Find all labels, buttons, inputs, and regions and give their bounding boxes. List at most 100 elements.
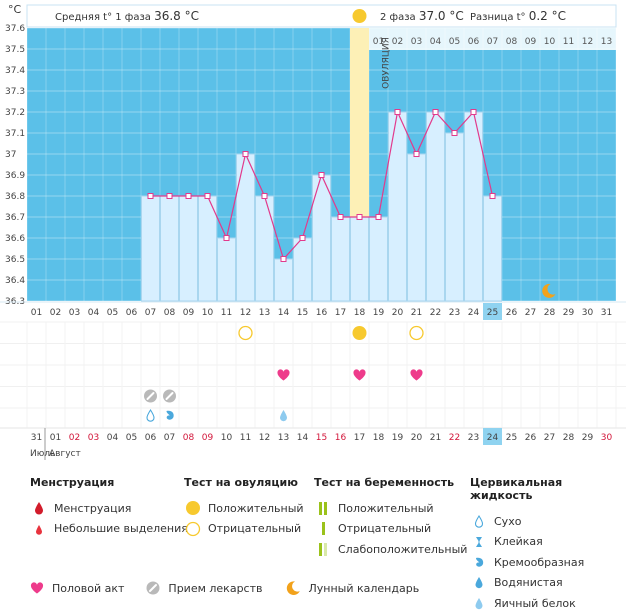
legend-menstruation-title: Менструация [30,476,115,489]
cycle-day-label: 06 [126,308,138,318]
y-tick-label: 36.6 [5,234,25,244]
phase2-day-cell [597,28,616,50]
phase2-day-label: 02 [392,37,403,47]
cycle-day-label: 07 [145,308,156,318]
legend-label: Прием лекарств [168,581,263,595]
watery-icon [470,576,488,589]
cycle-day-label: 02 [50,308,61,318]
creamy-icon [470,556,488,568]
temperature-bar [141,195,160,302]
temperature-point [204,193,211,199]
temperature-point [242,151,249,157]
temperature-bar [236,153,255,302]
calendar-date-label: 02 [69,433,80,443]
legend-label: Сухо [494,514,522,528]
temperature-bar [274,258,293,302]
cycle-day-label: 14 [278,308,290,318]
legend-item-pregnancy-positive: Положительный [314,498,467,519]
calendar-date-label: 27 [544,433,555,443]
calendar-date-label: 08 [183,433,195,443]
legend-item-ovulation-negative: Отрицательный [184,519,304,540]
calendar-date-label: 17 [354,433,365,443]
y-axis-unit: °C [8,3,22,16]
calendar-date-label: 24 [487,433,499,443]
temperature-point [280,256,287,262]
month-label-prev: Июль [30,449,55,459]
legend-item-spotting: Небольшие выделения [30,519,188,540]
month-label-current: Август [49,449,81,459]
calendar-date-label: 06 [145,433,157,443]
cycle-day-label: 29 [563,308,575,318]
legend-item-watery: Водянистая [470,573,626,594]
temperature-bar [255,195,274,302]
cycle-day-label: 15 [297,308,308,318]
cycle-day-label: 27 [525,308,536,318]
calendar-date-label: 12 [259,433,270,443]
temperature-point [223,235,230,241]
double-bar-icon [314,501,332,515]
cycle-day-label: 30 [582,308,594,318]
calendar-date-label: 25 [506,433,517,443]
temperature-bar [407,153,426,302]
temperature-bar [483,195,502,302]
phase1-average: Средняя t° 1 фаза 36.8 °C [55,9,199,23]
calendar-date-label: 15 [316,433,327,443]
phase2-day-label: 01 [373,37,384,47]
phase2-day-label: 12 [582,37,593,47]
legend-item-pregnancy-negative: Отрицательный [314,519,467,540]
y-tick-label: 36.8 [5,192,25,202]
phase2-day-label: 10 [544,37,556,47]
cycle-day-label: 21 [411,308,422,318]
temperature-point [147,193,154,199]
moon-icon [286,581,300,595]
legend-label: Положительный [208,501,304,515]
legend-pregnancy-test: Тест на беременность Положительный Отриц… [314,476,467,560]
cycle-day-label: 12 [240,308,251,318]
y-tick-label: 36.5 [5,255,25,265]
phase2-day-cell [540,28,559,50]
phase2-day-cell [426,28,445,50]
y-tick-label: 37.6 [5,24,25,34]
phase2-day-label: 07 [487,37,498,47]
cycle-day-label: 23 [449,308,460,318]
temperature-point [337,214,344,220]
phase2-day-cell [483,28,502,50]
drop-outline-icon [470,514,488,528]
single-bar-icon [314,522,332,536]
legend-label: Положительный [338,501,434,515]
phase2-day-label: 04 [430,37,442,47]
phase2-day-label: 06 [468,37,480,47]
ovulation-test-negative-icon [238,325,253,341]
drop-dark-red-icon [30,501,48,515]
legend-item-creamy: Кремообразная [470,552,626,573]
legend-label: Клейкая [494,535,543,549]
y-tick-label: 36.4 [5,276,25,286]
legend-bottom: Половой акт Прием лекарств Лунный календ… [30,580,441,596]
phase2-day-label: 05 [449,37,460,47]
legend-item-sticky: Клейкая [470,532,626,553]
temperature-point [356,214,363,220]
heart-icon [410,369,423,381]
y-tick-label: 37.3 [5,87,25,97]
cycle-day-label: 17 [335,308,346,318]
phase2-day-label: 03 [411,37,422,47]
phase2-day-label: 09 [525,37,537,47]
cycle-day-label: 11 [221,308,232,318]
temperature-difference: Разница t° 0.2 °C [470,9,566,23]
y-tick-label: 37.1 [5,129,25,139]
calendar-date-label: 23 [468,433,479,443]
calendar-date-label: 03 [88,433,99,443]
bbt-chart: °C Средняя t° 1 фаза 36.8 °C 2 фаза 37.0 °… [0,3,626,460]
phase2-day-cell [502,28,521,50]
temperature-point [261,193,268,199]
phase2-day-cell [388,28,407,50]
temperature-point [166,193,173,199]
cycle-day-label: 16 [316,308,328,318]
cycle-day-label: 28 [544,308,556,318]
calendar-date-label: 09 [202,433,214,443]
legend-label: Менструация [54,501,132,515]
calendar-date-label: 18 [373,433,385,443]
events-area [0,322,626,430]
temperature-bar [198,195,217,302]
calendar-date-label: 20 [411,433,423,443]
